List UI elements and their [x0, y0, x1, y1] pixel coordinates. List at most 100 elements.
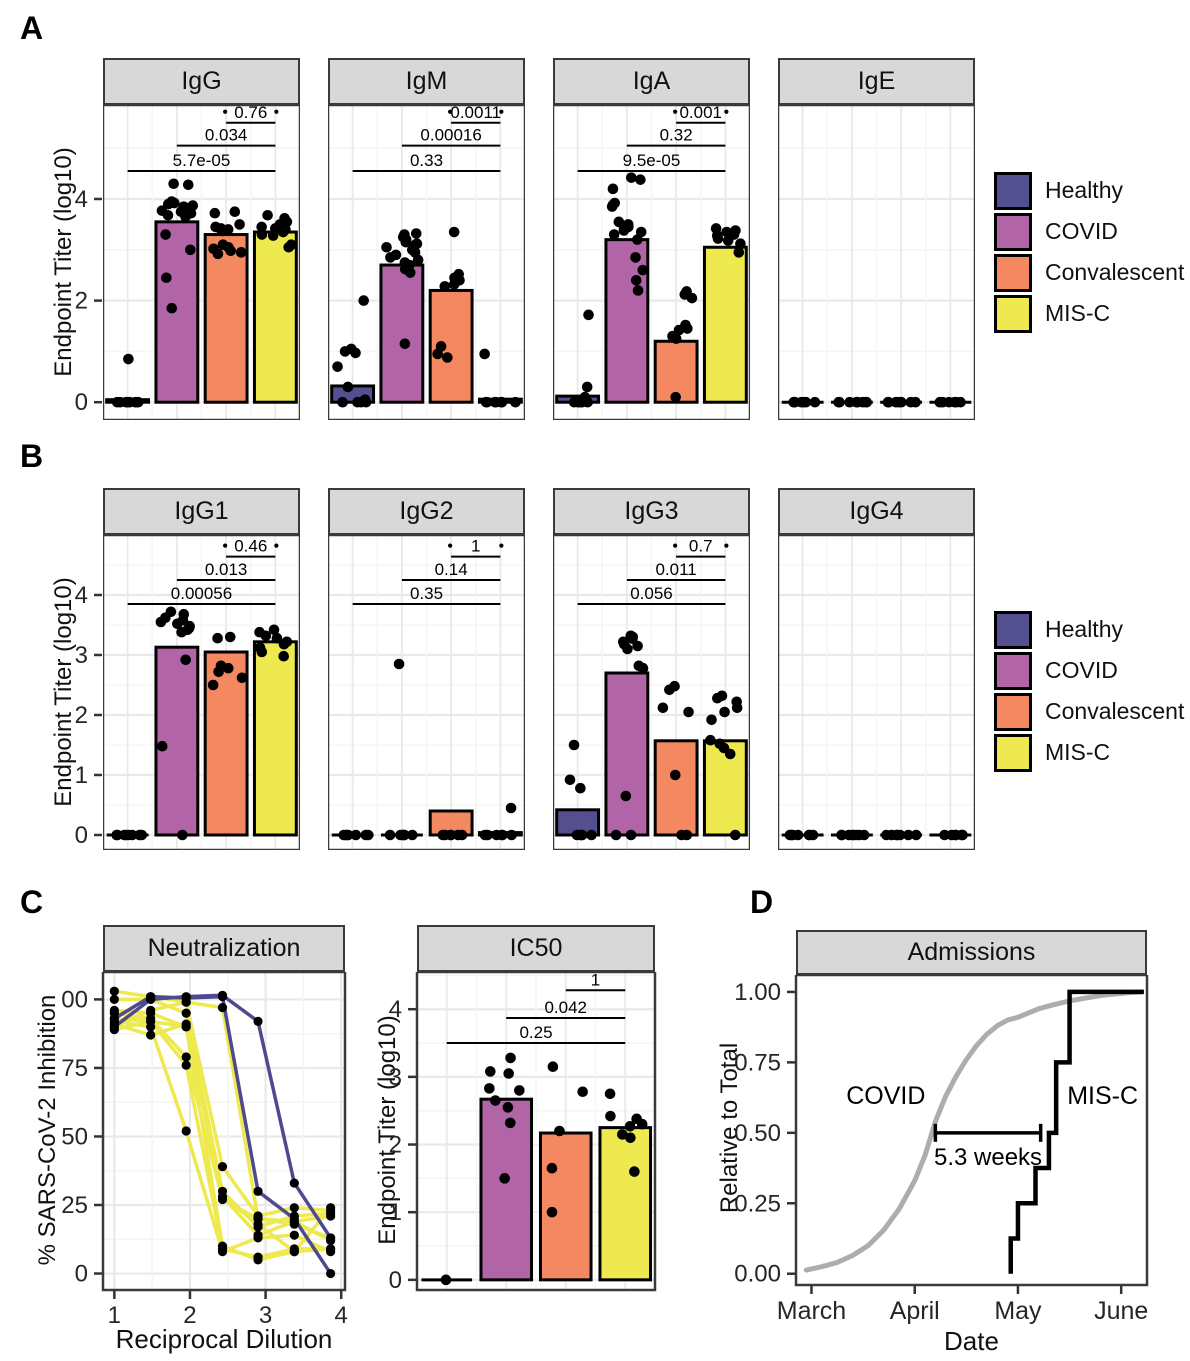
- data-point: [155, 616, 167, 628]
- y-tick-label: 25: [62, 1192, 88, 1219]
- data-point: [355, 396, 367, 408]
- data-point: [786, 829, 797, 841]
- data-point: [448, 279, 460, 290]
- data-point: [499, 1173, 510, 1184]
- data-point: [289, 1203, 299, 1213]
- data-point: [289, 1214, 299, 1224]
- data-point: [581, 381, 593, 393]
- data-point: [412, 254, 424, 266]
- y-tick-label: 0.00: [734, 1261, 781, 1288]
- data-point: [706, 714, 717, 726]
- facet-header-igg1: IgG1: [103, 488, 300, 535]
- data-point: [606, 201, 618, 212]
- data-point: [910, 829, 922, 841]
- data-point: [289, 1178, 299, 1188]
- data-point: [851, 396, 862, 408]
- data-point: [620, 790, 632, 802]
- y-tick-label: 0: [75, 389, 88, 416]
- data-point: [262, 209, 273, 221]
- data-point: [256, 221, 267, 233]
- legend-swatch-covid: [994, 212, 1032, 251]
- data-point: [608, 229, 620, 240]
- data-point: [161, 272, 172, 284]
- data-point: [217, 1162, 228, 1172]
- data-point: [572, 396, 584, 408]
- facet-plot-igm: 0.33 0.00016 0.0011: [326, 103, 527, 425]
- data-point: [209, 207, 221, 219]
- data-point: [568, 739, 580, 751]
- data-point: [122, 396, 134, 408]
- data-point: [432, 348, 443, 360]
- bar-mis-c: [252, 640, 298, 837]
- data-point: [635, 174, 646, 185]
- data-point: [181, 1022, 191, 1032]
- legend-label-convalescent: Convalescent: [1045, 259, 1185, 285]
- bar-covid: [379, 263, 425, 404]
- legend-item-convalescent: Convalescent: [994, 691, 1184, 732]
- data-point: [384, 829, 396, 841]
- y-tick-label: 0.25: [734, 1190, 781, 1217]
- y-tick-label: 3: [75, 642, 88, 669]
- data-point: [881, 829, 892, 841]
- legend-item-mis-c: MIS-C: [994, 293, 1184, 334]
- data-point: [109, 1022, 119, 1032]
- data-point: [625, 1132, 636, 1144]
- data-point: [629, 1166, 640, 1177]
- data-point: [180, 654, 192, 666]
- legend-label-covid: COVID: [1045, 657, 1118, 683]
- legend-item-healthy: Healthy: [994, 609, 1184, 650]
- data-point: [632, 234, 643, 245]
- facet-plot-igg4: [776, 533, 977, 855]
- data-point: [181, 1126, 191, 1136]
- panel-c-letter: C: [20, 884, 44, 920]
- pvalue-label: 0.25: [519, 1023, 552, 1042]
- data-point: [236, 672, 248, 684]
- panel-border: [794, 973, 1149, 1287]
- data-point: [670, 333, 682, 345]
- data-point: [505, 1052, 516, 1064]
- ic50-plot: 0.25 0.042 1 0 1 2 3 4: [375, 970, 665, 1322]
- data-point: [439, 281, 451, 292]
- neutralization-series-11: [112, 994, 333, 1276]
- pvalue-bracket-dot: [673, 109, 678, 114]
- data-point: [681, 829, 693, 841]
- legend-label-mis-c: MIS-C: [1045, 739, 1111, 765]
- data-point: [395, 829, 406, 841]
- data-point: [136, 829, 148, 841]
- legend-item-healthy: Healthy: [994, 170, 1184, 211]
- data-point: [407, 829, 418, 841]
- facet-header-igg2: IgG2: [328, 488, 525, 535]
- data-point: [719, 706, 730, 718]
- legend-swatch-covid: [994, 651, 1032, 690]
- data-point: [669, 769, 681, 781]
- data-point: [180, 211, 191, 223]
- pvalue-label: 0.00056: [171, 584, 232, 603]
- data-point: [834, 396, 845, 408]
- data-point: [146, 992, 156, 1002]
- legend-swatch-convalescent: [994, 692, 1032, 731]
- data-point: [546, 1206, 558, 1218]
- data-point: [410, 228, 422, 239]
- data-point: [216, 225, 228, 237]
- data-point: [789, 396, 801, 408]
- data-point: [735, 238, 746, 250]
- data-point: [332, 361, 343, 372]
- data-point: [503, 1068, 514, 1079]
- pvalue-label: 9.5e-05: [623, 151, 681, 170]
- facet-header-ige: IgE: [778, 58, 975, 105]
- legend-label-mis-c: MIS-C: [1045, 300, 1111, 326]
- data-point: [858, 829, 870, 841]
- x-tick-label: March: [777, 1297, 846, 1325]
- facet-plot-igg1: 0.00056 0.013 0.46: [101, 533, 302, 855]
- data-point: [326, 1233, 336, 1243]
- pvalue-label: 0.35: [410, 584, 443, 603]
- data-point: [445, 829, 456, 841]
- pvalue-label: 0.46: [234, 537, 267, 556]
- data-point: [176, 626, 187, 638]
- facet-plot-igg: 5.7e-05 0.034 0.76: [101, 103, 302, 425]
- data-point: [271, 632, 283, 644]
- data-point: [657, 702, 669, 714]
- data-point: [882, 396, 894, 408]
- data-point: [836, 829, 847, 841]
- facet-header-neutralization: Neutralization: [103, 925, 345, 972]
